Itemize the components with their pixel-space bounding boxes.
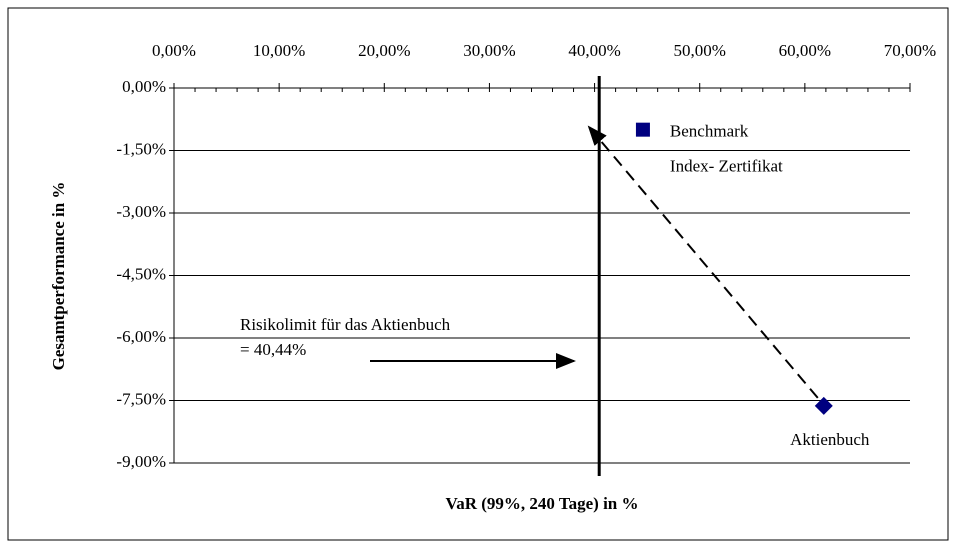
y-tick-label: -1,50% <box>116 139 166 158</box>
annotation: = 40,44% <box>240 340 306 359</box>
x-tick-label: 70,00% <box>884 41 936 60</box>
point-label: Aktienbuch <box>790 430 870 449</box>
y-tick-label: -4,50% <box>116 264 166 283</box>
x-tick-label: 30,00% <box>463 41 515 60</box>
x-tick-label: 0,00% <box>152 41 196 60</box>
chart-border <box>7 7 949 541</box>
x-tick-label: 60,00% <box>779 41 831 60</box>
x-tick-label: 20,00% <box>358 41 410 60</box>
x-tick-label: 50,00% <box>674 41 726 60</box>
y-tick-label: -3,00% <box>116 202 166 221</box>
y-tick-label: 0,00% <box>122 77 166 96</box>
y-tick-label: -7,50% <box>116 389 166 408</box>
trend-arrow <box>587 125 819 399</box>
point <box>814 396 833 415</box>
x-tick-label: 10,00% <box>253 41 305 60</box>
x-axis-title: VaR (99%, 240 Tage) in % <box>445 494 638 513</box>
point <box>635 122 650 137</box>
point-label: Index- Zertifikat <box>670 157 783 176</box>
y-axis-title: Gesamtperformance in % <box>49 182 68 371</box>
y-tick-label: -9,00% <box>116 452 166 471</box>
point-label: Benchmark <box>670 122 749 141</box>
x-tick-label: 40,00% <box>568 41 620 60</box>
y-tick-label: -6,00% <box>116 327 166 346</box>
annotation: Risikolimit für das Aktienbuch <box>240 315 451 334</box>
